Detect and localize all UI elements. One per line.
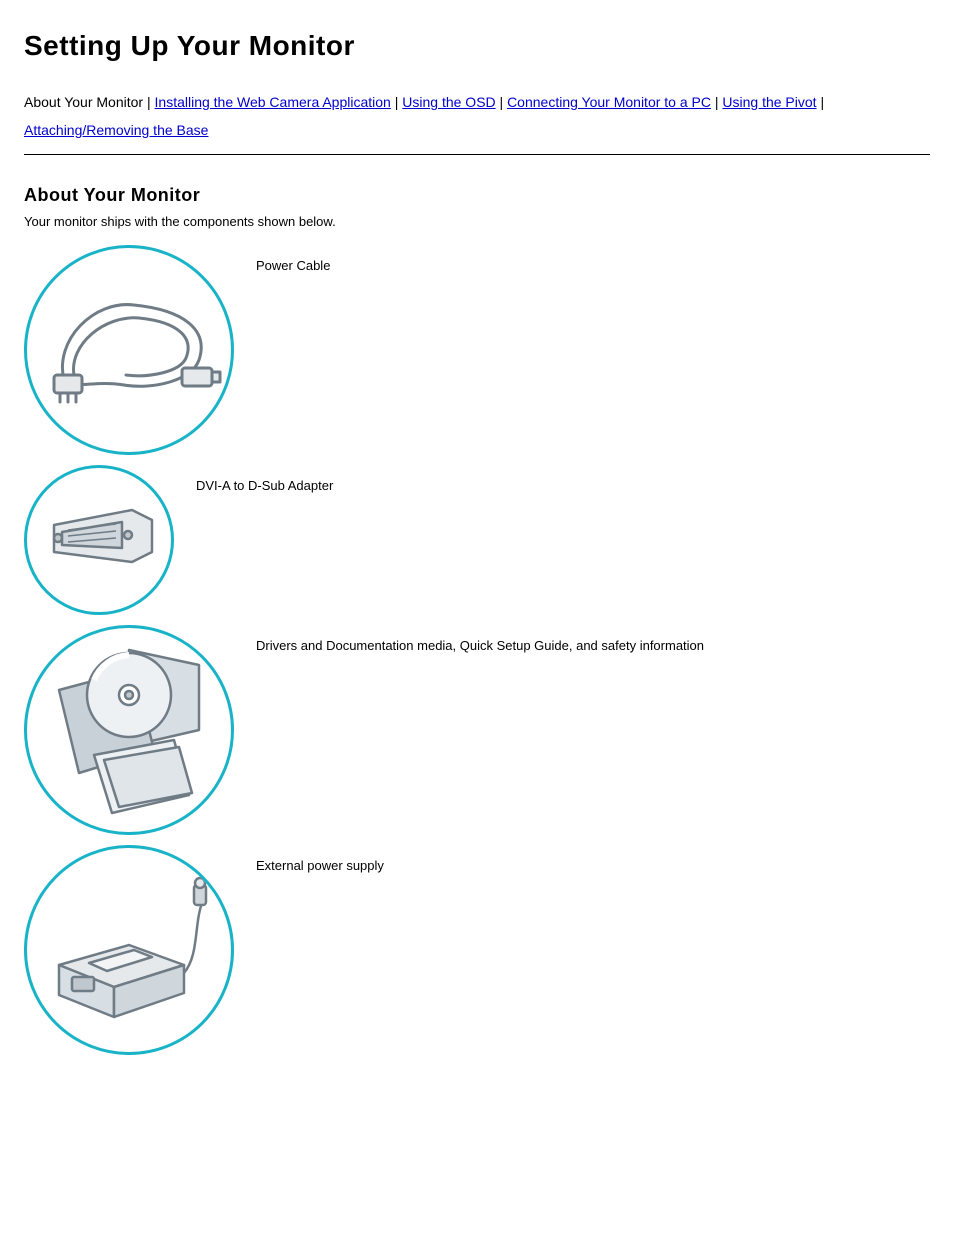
nav-link-webcam-app[interactable]: Installing the Web Camera Application — [155, 94, 391, 110]
dvi-adapter-icon — [24, 465, 174, 615]
item-row-power-cable: Power Cable — [24, 245, 930, 455]
item-label: External power supply — [256, 857, 384, 875]
power-supply-icon — [24, 845, 234, 1055]
nav-link-pivot[interactable]: Using the Pivot — [722, 94, 816, 110]
nav-separator: | — [820, 94, 824, 110]
item-label: DVI-A to D-Sub Adapter — [196, 477, 333, 495]
nav-prefix: About Your Monitor — [24, 94, 143, 110]
power-cable-icon — [24, 245, 234, 455]
nav-link-connect-pc[interactable]: Connecting Your Monitor to a PC — [507, 94, 711, 110]
item-label: Drivers and Documentation media, Quick S… — [256, 637, 704, 655]
media-docs-icon — [24, 625, 234, 835]
page-title: Setting Up Your Monitor — [24, 30, 930, 62]
nav-separator: | — [147, 94, 155, 110]
divider — [24, 154, 930, 155]
nav-link-osd[interactable]: Using the OSD — [402, 94, 495, 110]
page-container: Setting Up Your Monitor About Your Monit… — [0, 0, 954, 1235]
section-header: About Your Monitor — [24, 185, 930, 206]
item-row-media-docs: Drivers and Documentation media, Quick S… — [24, 625, 930, 835]
item-label: Power Cable — [256, 257, 330, 275]
item-row-power-supply: External power supply — [24, 845, 930, 1055]
section-subtext: Your monitor ships with the components s… — [24, 214, 930, 229]
nav-link-base[interactable]: Attaching/Removing the Base — [24, 122, 208, 138]
nav-separator: | — [500, 94, 508, 110]
item-row-dvi-adapter: DVI-A to D-Sub Adapter — [24, 465, 930, 615]
nav-line: About Your Monitor | Installing the Web … — [24, 88, 930, 144]
